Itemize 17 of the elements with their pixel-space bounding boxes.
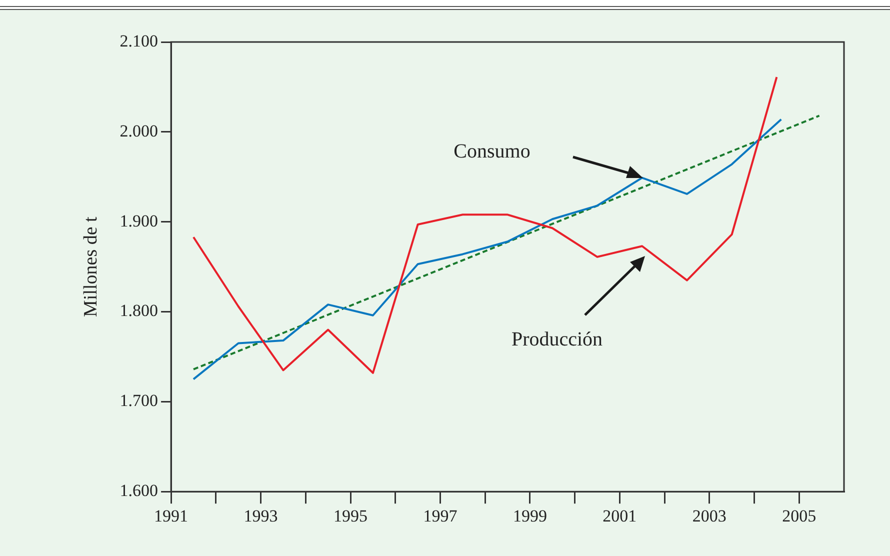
y-tick-label: 2.100 bbox=[120, 31, 158, 50]
x-tick-label: 1995 bbox=[334, 506, 368, 526]
y-tick-label: 1.600 bbox=[120, 481, 158, 500]
y-tick-label: 1.900 bbox=[120, 211, 158, 230]
y-tick-label: 1.700 bbox=[120, 391, 158, 410]
x-tick-label: 2001 bbox=[602, 506, 637, 526]
x-tick-label: 2005 bbox=[782, 506, 816, 526]
y-tick-label: 2.000 bbox=[120, 121, 158, 140]
annotation: Producción bbox=[511, 328, 603, 352]
annotation: Consumo bbox=[454, 140, 530, 164]
x-tick-label: 1997 bbox=[423, 506, 458, 526]
y-axis-title: Millones de t bbox=[80, 216, 102, 317]
x-tick-label: 2003 bbox=[692, 506, 726, 526]
y-tick-label: 1.800 bbox=[120, 301, 158, 320]
x-tick-label: 1999 bbox=[512, 506, 547, 526]
x-tick-label: 1991 bbox=[154, 506, 188, 526]
x-tick-label: 1993 bbox=[244, 506, 278, 526]
